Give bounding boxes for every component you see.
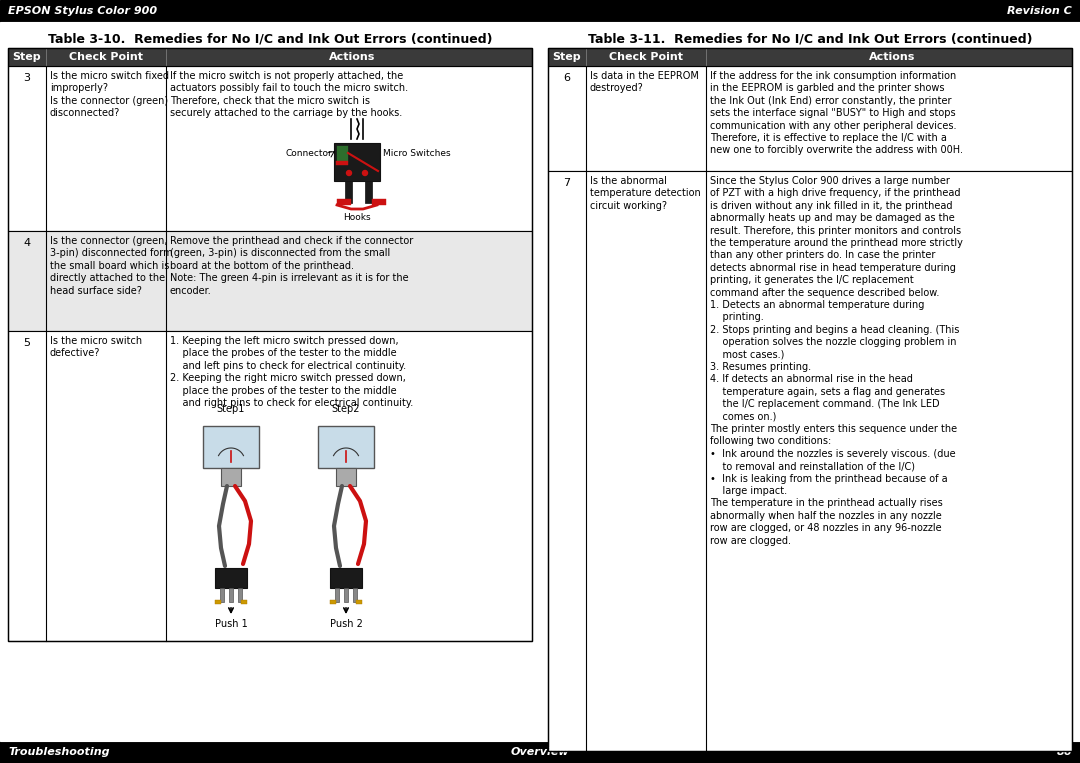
Text: Troubleshooting: Troubleshooting	[8, 747, 110, 757]
Circle shape	[347, 170, 351, 175]
Bar	[548, 48, 1072, 66]
Bar	[336, 161, 348, 165]
Bar	[203, 426, 259, 468]
Text: Micro Switches: Micro Switches	[383, 149, 450, 157]
Text: Actions: Actions	[328, 52, 375, 62]
Bar	[229, 588, 233, 602]
Text: Since the Stylus Color 900 drives a large number
of PZT with a high drive freque: Since the Stylus Color 900 drives a larg…	[710, 176, 963, 546]
Text: If the micro switch is not properly attached, the
actuators possibly fail to tou: If the micro switch is not properly atta…	[170, 71, 408, 118]
Bar	[336, 145, 348, 161]
Text: Is the abnormal
temperature detection
circuit working?: Is the abnormal temperature detection ci…	[590, 176, 701, 211]
Bar	[220, 588, 224, 602]
Bar	[215, 600, 221, 604]
Text: 5: 5	[24, 338, 30, 348]
Bar	[334, 143, 380, 181]
Text: Overview: Overview	[511, 747, 569, 757]
Bar	[353, 588, 357, 602]
Bar	[241, 600, 247, 604]
Bar	[337, 199, 351, 205]
Bar	[8, 231, 532, 331]
Bar	[215, 568, 247, 588]
Text: 4: 4	[24, 238, 30, 248]
Text: Table 3-10.  Remedies for No I/C and Ink Out Errors (continued): Table 3-10. Remedies for No I/C and Ink …	[48, 33, 492, 46]
Bar	[8, 66, 532, 231]
Text: 86: 86	[1056, 747, 1072, 757]
Text: Step: Step	[553, 52, 581, 62]
Text: Push 1: Push 1	[215, 619, 247, 629]
Text: Push 2: Push 2	[329, 619, 363, 629]
Bar	[0, 741, 1080, 763]
Bar	[548, 48, 1072, 751]
Bar	[330, 568, 362, 588]
Bar	[318, 426, 374, 468]
Text: 7: 7	[564, 178, 570, 188]
Text: 1. Keeping the left micro switch pressed down,
    place the probes of the teste: 1. Keeping the left micro switch pressed…	[170, 336, 414, 408]
Text: Step: Step	[13, 52, 41, 62]
Bar	[548, 171, 1072, 751]
Circle shape	[363, 170, 367, 175]
Bar	[335, 588, 339, 602]
Text: Table 3-11.  Remedies for No I/C and Ink Out Errors (continued): Table 3-11. Remedies for No I/C and Ink …	[588, 33, 1032, 46]
Text: Remove the printhead and check if the connector
(green, 3-pin) is disconnected f: Remove the printhead and check if the co…	[170, 236, 414, 295]
Text: EPSON Stylus Color 900: EPSON Stylus Color 900	[8, 6, 157, 16]
Text: 6: 6	[564, 73, 570, 83]
Text: Revision C: Revision C	[1008, 6, 1072, 16]
Text: Actions: Actions	[868, 52, 915, 62]
Bar	[365, 181, 372, 203]
Bar	[8, 48, 532, 641]
Bar	[548, 66, 1072, 171]
Bar	[8, 48, 532, 66]
Text: Step1: Step1	[217, 404, 245, 414]
Bar	[330, 600, 336, 604]
Bar	[238, 588, 242, 602]
Text: Is the micro switch fixed
improperly?
Is the connector (green)
disconnected?: Is the micro switch fixed improperly? Is…	[50, 71, 168, 118]
Text: Connector: Connector	[285, 149, 332, 157]
Bar	[8, 331, 532, 641]
Bar	[221, 468, 241, 486]
Text: Check Point: Check Point	[609, 52, 683, 62]
Text: 3: 3	[24, 73, 30, 83]
Bar	[345, 181, 352, 203]
Bar	[372, 199, 386, 205]
Bar	[356, 600, 362, 604]
Text: Is the connector (green,
3-pin) disconnected form
the small board which is
direc: Is the connector (green, 3-pin) disconne…	[50, 236, 173, 295]
Text: If the address for the ink consumption information
in the EEPROM is garbled and : If the address for the ink consumption i…	[710, 71, 963, 156]
Text: Hooks: Hooks	[343, 213, 370, 222]
Text: Is the micro switch
defective?: Is the micro switch defective?	[50, 336, 143, 359]
Bar	[0, 0, 1080, 22]
Text: Check Point: Check Point	[69, 52, 143, 62]
Text: Is data in the EEPROM
destroyed?: Is data in the EEPROM destroyed?	[590, 71, 699, 93]
Text: Step2: Step2	[332, 404, 361, 414]
Bar	[336, 468, 356, 486]
Bar	[345, 588, 348, 602]
